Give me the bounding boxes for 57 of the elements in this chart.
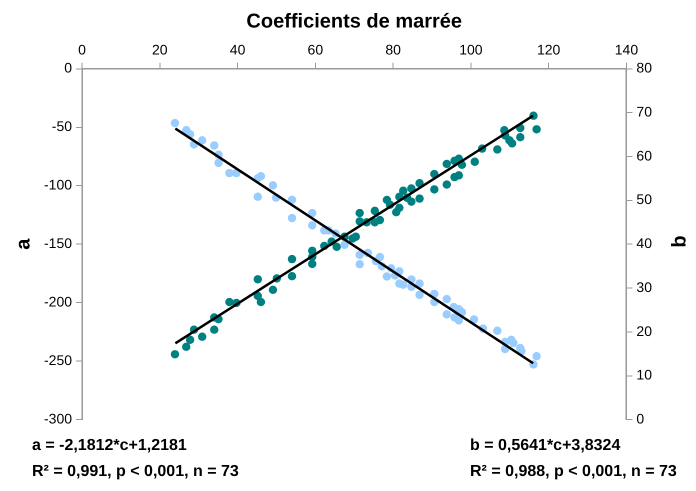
y-tick-label: -100 [44, 176, 72, 193]
y-tick-label: -150 [44, 235, 72, 252]
y-tick-label: -300 [44, 410, 72, 426]
point [225, 168, 234, 178]
x-tick-label: 0 [78, 41, 86, 58]
y2-tick-label: 30 [636, 278, 652, 295]
y-tick-label: -250 [44, 352, 72, 368]
y-tick-label: -200 [44, 294, 72, 310]
x-tick-label: 140 [614, 41, 638, 58]
x-tick-label: 60 [308, 41, 324, 58]
y2-tick-label: 40 [636, 235, 652, 252]
x-axis-title: Coefficients de marrée [246, 10, 462, 33]
y-tick-label: 0 [64, 60, 72, 76]
point [442, 294, 451, 304]
y2-axis-title: b [668, 235, 692, 248]
point [355, 260, 364, 268]
point [288, 214, 296, 222]
x-tick-label: 20 [152, 41, 168, 58]
x-tick-label: 40 [230, 41, 246, 58]
point [399, 280, 408, 289]
y2-tick-label: 80 [636, 60, 652, 76]
y2-tick-label: 60 [636, 147, 652, 164]
x-tick-label: 100 [459, 41, 483, 58]
point [493, 326, 502, 335]
point [210, 141, 218, 150]
point [532, 352, 541, 360]
point [340, 240, 349, 249]
point [198, 136, 206, 145]
y2-tick-label: 0 [636, 410, 644, 426]
x-tick-label: 80 [385, 41, 402, 58]
point [256, 172, 266, 180]
point [214, 158, 223, 168]
point [382, 272, 392, 281]
text: b = 0,5641*c+3,8324 [470, 437, 620, 455]
point [308, 221, 316, 230]
x-tick-label: 120 [536, 41, 561, 58]
text: a = -2,1812*c+1,2181 [32, 437, 187, 455]
y2-tick-label: 20 [636, 322, 652, 339]
y-tick-label: -50 [52, 118, 72, 134]
y2-tick-label: 10 [636, 366, 652, 383]
point [268, 181, 278, 190]
point [376, 252, 384, 262]
y-axis-title: a [12, 238, 35, 250]
point [415, 290, 424, 300]
text: R² = 0,991, p < 0,001, n = 73 [32, 463, 239, 481]
point [288, 196, 296, 204]
y2-tick-label: 70 [636, 104, 652, 120]
point [509, 338, 518, 348]
point [355, 250, 364, 260]
point [442, 310, 451, 319]
point [170, 118, 180, 128]
text: R² = 0,988, p < 0,001, n = 73 [470, 463, 677, 481]
point [454, 316, 464, 325]
point [308, 208, 316, 218]
point [415, 279, 424, 288]
y2-tick-label: 50 [636, 191, 652, 208]
point [254, 192, 262, 201]
